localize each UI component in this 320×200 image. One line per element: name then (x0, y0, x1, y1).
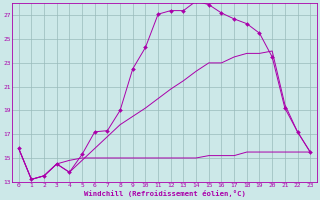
X-axis label: Windchill (Refroidissement éolien,°C): Windchill (Refroidissement éolien,°C) (84, 190, 245, 197)
